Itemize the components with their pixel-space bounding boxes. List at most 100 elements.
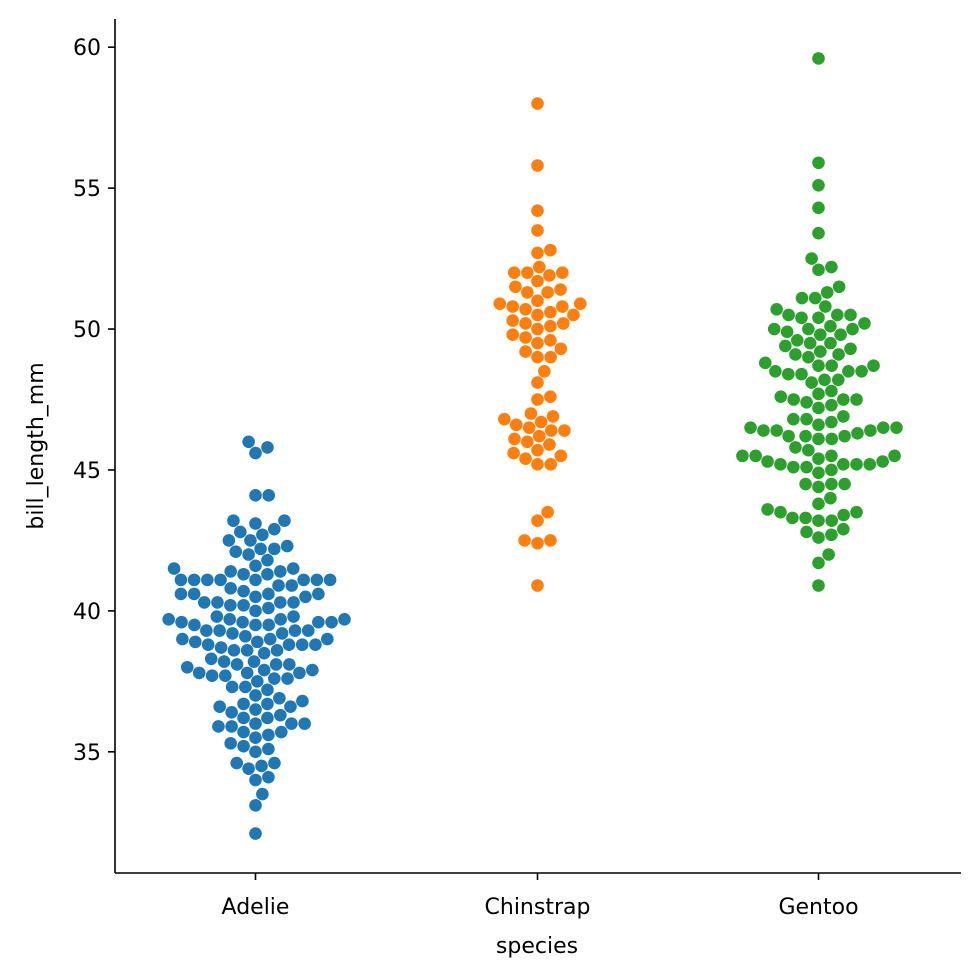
data-point-adelie: [213, 624, 226, 637]
data-point-gentoo: [824, 336, 837, 350]
data-point-chinstrap: [554, 449, 568, 463]
data-point-gentoo: [890, 421, 903, 434]
data-point-gentoo: [825, 528, 838, 542]
data-point-gentoo: [802, 350, 815, 364]
data-point-chinstrap: [531, 350, 544, 364]
data-point-gentoo: [787, 460, 800, 474]
data-point-adelie: [261, 567, 274, 581]
data-point-gentoo: [850, 393, 863, 406]
data-point-adelie: [268, 672, 281, 685]
data-point-gentoo: [812, 156, 825, 170]
data-point-gentoo: [812, 201, 825, 215]
data-point-gentoo: [803, 336, 817, 350]
data-point-adelie: [261, 441, 274, 454]
y-tick-label: 35: [73, 741, 101, 766]
data-point-chinstrap: [521, 266, 534, 279]
y-tick-label: 40: [73, 600, 101, 625]
data-point-adelie: [219, 669, 232, 683]
x-ticks: Adelie Chinstrap Gentoo: [222, 873, 859, 920]
data-point-chinstrap: [519, 331, 532, 344]
data-point-gentoo: [795, 311, 808, 325]
data-point-gentoo: [825, 477, 838, 491]
data-point-adelie: [188, 618, 201, 632]
data-point-adelie: [273, 691, 286, 705]
data-point-gentoo: [800, 396, 813, 409]
data-point-gentoo: [812, 359, 825, 372]
data-point-chinstrap: [544, 534, 557, 547]
data-point-adelie: [274, 725, 288, 739]
data-points: [162, 52, 903, 840]
data-point-gentoo: [757, 424, 770, 437]
data-point-gentoo: [812, 311, 825, 325]
data-point-adelie: [201, 573, 214, 587]
data-point-chinstrap: [544, 334, 557, 347]
x-tick-label-chinstrap: Chinstrap: [485, 895, 591, 920]
data-point-gentoo: [825, 449, 838, 463]
y-tick-label: 50: [73, 318, 101, 343]
data-point-gentoo: [812, 480, 825, 494]
data-point-gentoo: [769, 365, 782, 378]
data-point-chinstrap: [531, 97, 544, 110]
data-point-gentoo: [758, 356, 772, 370]
data-point-chinstrap: [521, 435, 534, 449]
y-tick-label: 45: [73, 459, 101, 484]
data-point-adelie: [262, 601, 275, 615]
data-point-gentoo: [842, 365, 855, 378]
data-point-chinstrap: [498, 412, 511, 426]
data-point-chinstrap: [519, 303, 532, 316]
data-point-adelie: [210, 610, 224, 623]
data-point-adelie: [283, 658, 296, 671]
data-point-chinstrap: [531, 274, 544, 288]
data-point-chinstrap: [544, 319, 557, 333]
data-point-adelie: [268, 542, 281, 556]
data-point-chinstrap: [567, 308, 580, 322]
y-axis: 35 40 45 50 55 60 bill_length_mm: [24, 19, 116, 873]
data-point-adelie: [236, 615, 249, 629]
data-point-adelie: [180, 660, 194, 674]
data-point-adelie: [261, 683, 274, 697]
data-point-adelie: [237, 567, 250, 581]
data-point-adelie: [225, 706, 238, 719]
x-axis-label: species: [496, 934, 578, 959]
data-point-adelie: [249, 573, 262, 587]
data-point-gentoo: [819, 300, 832, 313]
data-point-adelie: [255, 759, 268, 773]
data-point-gentoo: [812, 497, 825, 511]
data-point-adelie: [230, 658, 244, 671]
data-point-gentoo: [825, 415, 838, 429]
data-point-adelie: [188, 635, 202, 649]
data-point-gentoo: [805, 252, 818, 265]
data-point-adelie: [242, 435, 255, 449]
data-point-adelie: [249, 799, 262, 812]
data-point-adelie: [268, 522, 281, 536]
data-point-gentoo: [837, 393, 850, 406]
data-point-adelie: [162, 613, 175, 626]
data-point-adelie: [256, 787, 269, 801]
data-point-chinstrap: [506, 300, 519, 313]
data-point-gentoo: [802, 443, 815, 457]
data-point-adelie: [282, 638, 296, 651]
data-point-adelie: [274, 596, 287, 609]
data-point-adelie: [225, 680, 239, 694]
data-point-adelie: [224, 582, 237, 595]
data-point-adelie: [167, 562, 181, 575]
data-point-adelie: [268, 756, 281, 770]
data-point-adelie: [249, 745, 262, 759]
data-point-gentoo: [837, 458, 850, 471]
data-point-adelie: [230, 756, 243, 770]
data-point-gentoo: [761, 503, 774, 516]
data-point-chinstrap: [518, 534, 531, 547]
data-point-adelie: [301, 624, 315, 637]
data-point-gentoo: [825, 398, 838, 412]
data-point-chinstrap: [531, 308, 544, 322]
data-point-adelie: [174, 573, 188, 587]
data-point-adelie: [224, 598, 237, 612]
data-point-gentoo: [767, 322, 781, 336]
data-point-gentoo: [820, 286, 834, 299]
data-point-chinstrap: [531, 443, 544, 457]
data-point-adelie: [270, 644, 284, 657]
data-point-adelie: [281, 672, 294, 685]
data-point-chinstrap: [556, 317, 570, 330]
data-point-adelie: [204, 652, 218, 666]
data-point-adelie: [249, 689, 262, 702]
